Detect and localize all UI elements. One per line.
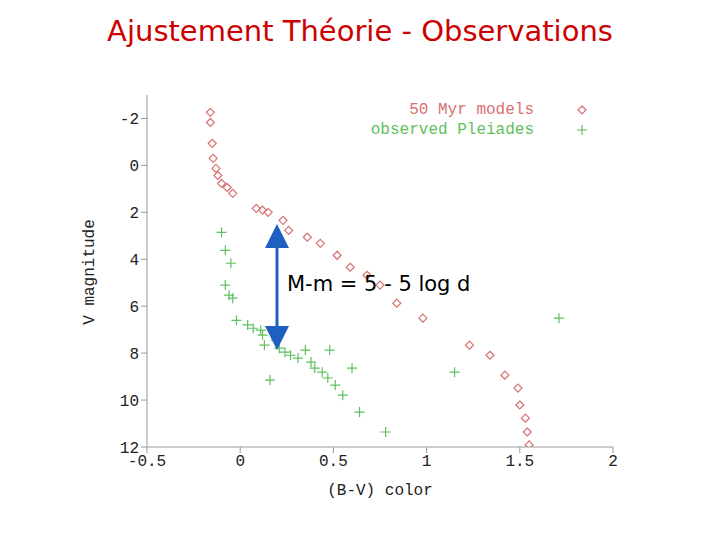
html-text:V magnitude: V magnitude — [81, 219, 99, 325]
svg-text:2: 2 — [129, 205, 139, 223]
svg-text:2: 2 — [608, 453, 618, 471]
svg-text:-0.5: -0.5 — [127, 453, 167, 472]
html-text:Ajustement Théorie - Observati: Ajustement Théorie - Observations — [107, 14, 613, 48]
svg-text:0: 0 — [129, 158, 139, 176]
html-text:(B-V) color: (B-V) color — [327, 482, 433, 500]
svg-text:10: 10 — [120, 393, 139, 411]
html-text:observed Pleiades: observed Pleiades — [370, 121, 534, 139]
svg-text:1: 1 — [422, 453, 432, 471]
svg-text:1.5: 1.5 — [505, 453, 534, 471]
svg-text:12: 12 — [120, 440, 139, 458]
svg-text:0: 0 — [235, 453, 245, 471]
svg-text:-2: -2 — [120, 111, 139, 129]
svg-text:6: 6 — [129, 299, 139, 317]
svg-text:4: 4 — [129, 252, 139, 270]
html-text:50 Myr models: 50 Myr models — [409, 101, 534, 119]
svg-text:0.5: 0.5 — [319, 453, 348, 471]
html-text:M-m = 5 - 5 log d: M-m = 5 - 5 log d — [287, 272, 471, 296]
svg-text:8: 8 — [129, 346, 139, 364]
